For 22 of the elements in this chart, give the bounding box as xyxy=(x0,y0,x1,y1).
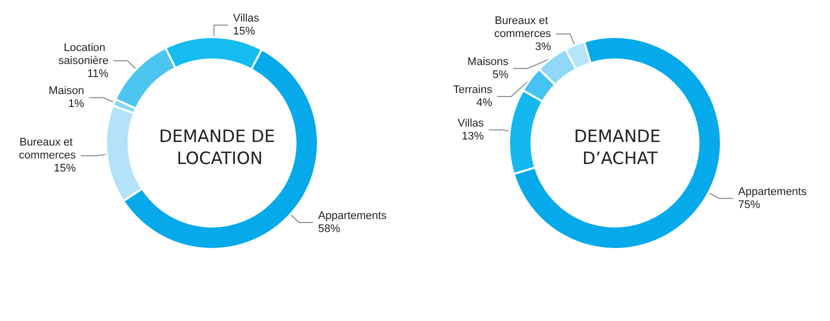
data-label: 58% xyxy=(318,223,340,236)
slice-label: Maison xyxy=(48,85,84,98)
data-label: 3% xyxy=(535,40,552,53)
data-label: 13% xyxy=(462,130,484,142)
data-label: 15% xyxy=(54,162,76,175)
data-label: 11% xyxy=(87,68,109,80)
data-label: 75% xyxy=(738,198,760,211)
data-label: 15% xyxy=(233,26,256,38)
slice-label: Villas xyxy=(458,117,484,130)
slice-label: Bureaux et commerces xyxy=(494,14,552,40)
slice-label: Maisons xyxy=(467,56,509,68)
data-label: 5% xyxy=(492,68,509,81)
data-label: 1% xyxy=(68,98,84,110)
slice-label: Appartements xyxy=(738,186,808,198)
slice-label: Bureaux et commerces xyxy=(18,136,76,162)
slice-label: Appartements xyxy=(318,210,388,222)
slice-label: Villas xyxy=(233,12,260,25)
text: DEMANDE DE LOCATION xyxy=(159,127,275,169)
data-label: 4% xyxy=(476,96,492,109)
slice-label: Location saisonière xyxy=(58,42,108,67)
slice-label: Terrains xyxy=(453,84,493,96)
text: DEMANDE D’ACHAT xyxy=(574,127,666,169)
